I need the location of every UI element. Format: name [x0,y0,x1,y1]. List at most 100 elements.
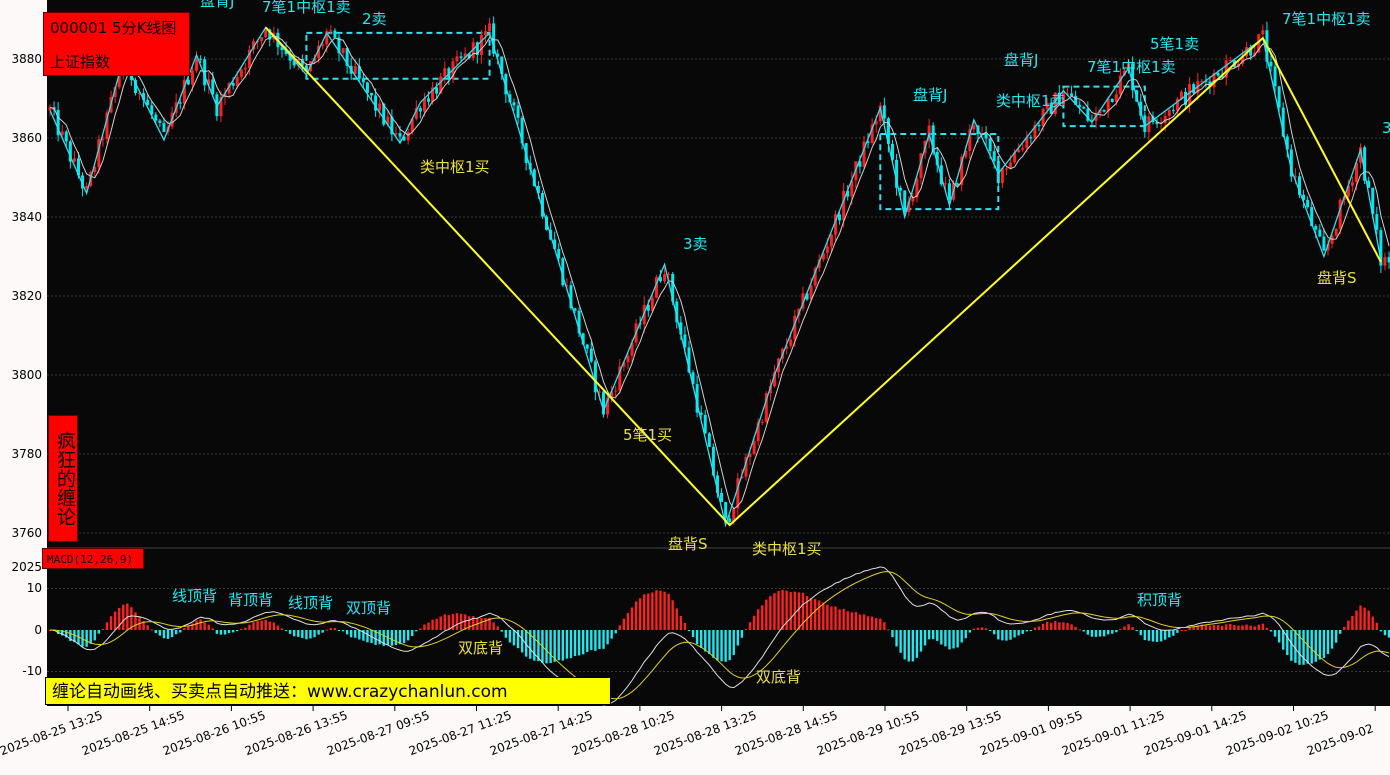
macd-bar [561,630,565,661]
annotation: 盘背S [668,535,708,553]
macd-bar [1131,627,1134,630]
macd-bar [272,622,276,630]
macd-bar [122,604,125,630]
candle-body [683,334,687,348]
macd-bar [899,630,902,653]
candle-body [1070,93,1074,96]
candle-body [581,333,585,345]
candle-body [829,234,833,247]
candle-body [1249,47,1253,56]
candle-body [1184,91,1188,105]
candle-body [150,105,154,115]
candle-body [1297,176,1301,195]
candle-body [1066,93,1069,95]
macd-bar [830,606,833,630]
macd-bar [252,622,255,630]
macd-y-tick-label: 10 [26,581,42,595]
candle-body [483,31,487,36]
candle-body [162,122,166,132]
candle-body [1277,86,1281,108]
macd-bar [638,598,642,630]
y-tick-label: 3780 [11,447,42,461]
macd-bar [765,599,768,630]
candle-body [1017,149,1021,153]
dif-line [49,566,1390,706]
macd-bar [1094,630,1098,637]
candle-body [357,66,361,79]
macd-bar [236,630,239,631]
macd-bar [752,615,756,630]
candle-body [756,422,760,442]
candle-body [886,118,890,144]
candle-body [789,339,793,346]
macd-bar [781,589,784,630]
candle-body [846,190,850,197]
macd-bar [325,629,328,631]
macd-bar [936,630,939,641]
macd-bar [956,630,959,648]
candle-body [1098,109,1102,114]
candle-body [1346,185,1350,197]
macd-bar [700,630,703,648]
candle-body [516,105,520,118]
annotation: 盘背J [913,86,948,104]
macd-bar [512,630,516,646]
candle-body [980,133,984,135]
candle-body [992,151,996,161]
macd-bar [223,630,227,635]
candle-body [81,175,85,189]
macd-bar [801,592,805,630]
macd-bar [1367,610,1370,630]
candle-body [972,125,976,130]
macd-bar [866,616,870,630]
macd-bar [1102,630,1106,637]
candle-body [968,129,972,151]
candle-body [866,141,870,143]
macd-bar [1070,624,1073,630]
macd-bar [529,630,532,659]
macd-y-tick-label: 2025 [11,560,42,574]
candle-body [158,120,162,123]
macd-bar [69,630,72,642]
macd-bar [805,595,809,630]
macd-bar [1025,630,1028,632]
candle-body [650,297,654,311]
annotation: 类中枢1买 [752,540,822,558]
candle-body [1387,257,1390,263]
candle-body [1302,194,1306,200]
macd-bar [195,620,198,630]
macd-bar [520,630,524,653]
candle-body [341,48,345,54]
candle-body [1061,94,1065,105]
candle-body [654,277,658,298]
macd-bar [1314,630,1317,662]
macd-bar [915,630,919,658]
candle-body [105,112,109,140]
annotation: 3卖 [683,235,708,253]
candle-body [838,214,842,221]
macd-bar [1387,630,1390,638]
macd-bar [590,630,593,651]
candle-body [1289,149,1293,177]
macd-bar [854,612,858,630]
candle-body [573,308,577,311]
candle-body [154,114,158,121]
candle-body [597,391,601,393]
macd-bar [777,590,780,630]
macd-bar [472,616,475,630]
chart-title-box: 000001 5分K线图 上证指数 [43,12,190,76]
macd-bar [968,630,972,633]
macd-bar [349,630,353,638]
macd-bar [463,614,467,630]
candle-body [264,29,268,38]
macd-bar [345,630,349,635]
candle-body [895,159,899,188]
candle-body [60,131,64,136]
candle-body [960,156,964,185]
macd-bar [1277,630,1281,643]
macd-bar [927,630,931,640]
macd-bar [651,592,654,630]
macd-bar [101,629,105,631]
dea-line [50,571,1390,700]
macd-bar [1021,630,1024,634]
